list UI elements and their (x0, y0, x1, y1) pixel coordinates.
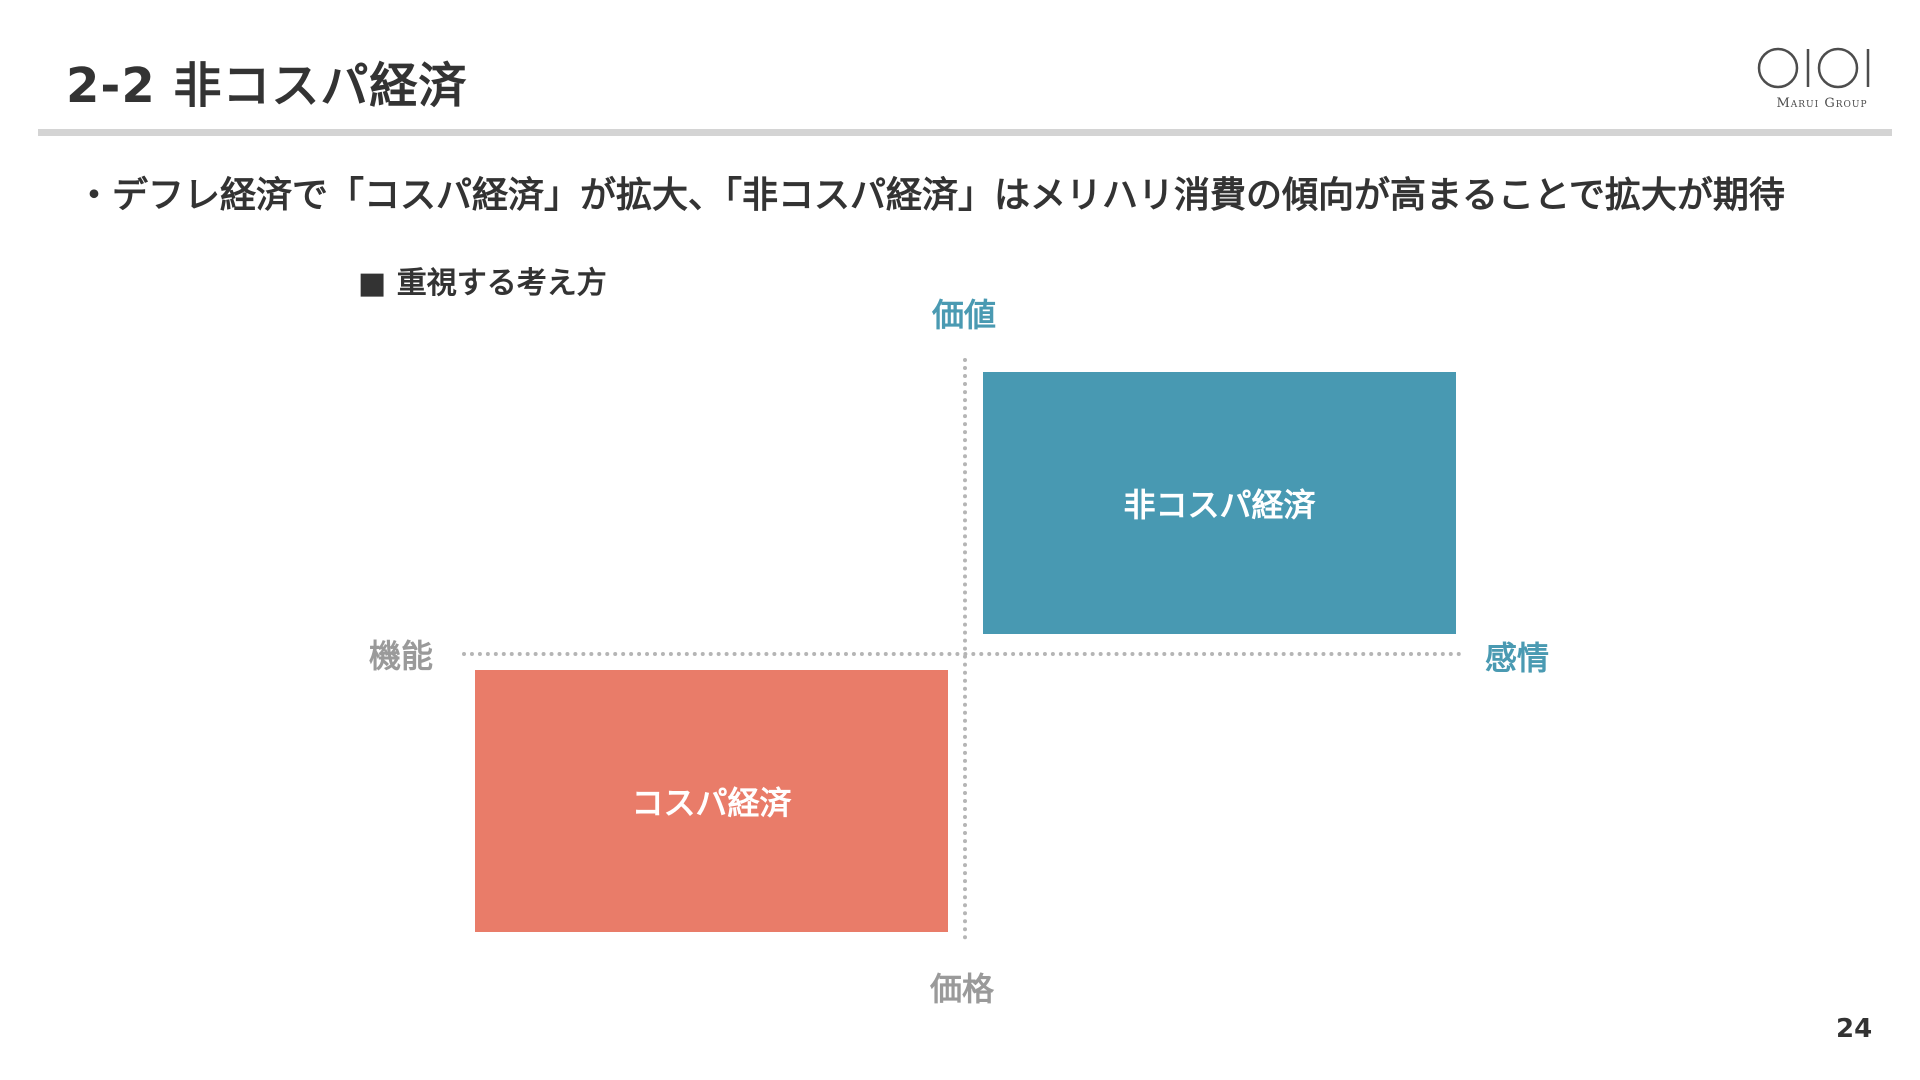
axis-label-left: 機能 (369, 637, 434, 675)
quadrant-label-cospa: コスパ経済 (631, 784, 792, 822)
axis-label-top: 価値 (932, 296, 997, 334)
bullet-text: ・デフレ経済で「コスパ経済」が拡大、「非コスパ経済」はメリハリ消費の傾向が高まる… (76, 175, 1785, 216)
horizontal-axis-line (462, 652, 1462, 656)
title-divider (38, 129, 1892, 136)
page-number: 24 (1836, 1014, 1873, 1044)
section-label: ■ 重視する考え方 (358, 266, 607, 301)
logo-wordmark: Marui Group (1776, 96, 1868, 111)
slide-title: 2-2 非コスパ経済 (66, 58, 468, 114)
quadrant-label-non-cospa: 非コスパ経済 (1123, 486, 1316, 524)
axis-label-bottom: 価格 (930, 970, 995, 1008)
marui-group-logo: Marui Group (1756, 44, 1888, 116)
quadrant-cospa-economy: コスパ経済 (475, 670, 948, 932)
oioi-logo-icon (1757, 47, 1870, 89)
vertical-axis-line (963, 358, 967, 940)
axis-label-right: 感情 (1485, 639, 1550, 677)
quadrant-non-cospa-economy: 非コスパ経済 (983, 372, 1456, 634)
